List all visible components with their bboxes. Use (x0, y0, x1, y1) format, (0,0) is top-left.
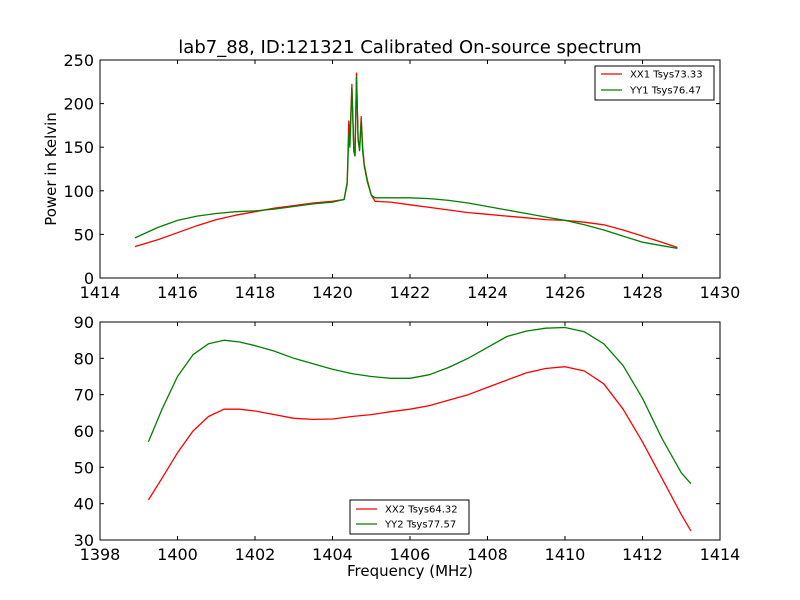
bottom-x-tick-label: 1398 (80, 545, 121, 564)
bottom-y-tick-label: 30 (74, 531, 94, 550)
bottom-y-tick-label: 50 (74, 458, 94, 477)
bottom-legend: XX2 Tsys64.32 YY2 Tsys77.57 (349, 499, 470, 535)
bottom-series-line-xx2 (147, 366, 692, 532)
bottom-panel: 1398 1400 1402 1404 1406 1408 1410 1412 1414 30 40… (74, 313, 741, 580)
top-x-tick-label: 1418 (235, 283, 276, 302)
top-y-tick-label: 150 (63, 138, 94, 157)
bottom-x-tick-label: 1410 (545, 545, 586, 564)
top-y-tick-label: 0 (84, 269, 94, 288)
top-legend: XX1 Tsys73.33 YY1 Tsys76.47 (594, 65, 715, 101)
top-x-tick-label: 1422 (390, 283, 431, 302)
top-y-tick-label: 200 (63, 95, 94, 114)
top-x-tick-label: 1426 (545, 283, 586, 302)
bottom-x-tick-label: 1400 (157, 545, 198, 564)
top-axis-ticks: 1414 1416 1418 1420 1422 1424 1426 1428 1430 0 50 1… (63, 51, 740, 302)
top-y-axis-label: Power in Kelvin (42, 112, 60, 226)
bottom-x-tick-label: 1404 (312, 545, 353, 564)
bottom-x-tick-label: 1412 (622, 545, 663, 564)
top-x-tick-label: 1428 (622, 283, 663, 302)
top-x-tick-label: 1414 (80, 283, 121, 302)
bottom-y-tick-label: 40 (74, 495, 94, 514)
bottom-x-tick-label: 1406 (390, 545, 431, 564)
top-y-tick-label: 250 (63, 51, 94, 70)
chart-title: lab7_88, ID:121321 Calibrated On-source … (178, 37, 641, 58)
bottom-x-axis-label: Frequency (MHz) (347, 562, 473, 580)
legend-label-yy1: YY1 Tsys76.47 (629, 86, 701, 97)
bottom-x-tick-label: 1408 (467, 545, 508, 564)
top-y-tick-label: 100 (63, 182, 94, 201)
legend-label-xx1: XX1 Tsys73.33 (630, 70, 703, 81)
legend-label-xx2: XX2 Tsys64.32 (385, 505, 458, 516)
legend-label-yy2: YY2 Tsys77.57 (384, 520, 456, 531)
bottom-y-tick-label: 90 (74, 313, 94, 332)
bottom-y-tick-label: 80 (74, 349, 94, 368)
bottom-y-tick-label: 70 (74, 386, 94, 405)
bottom-axis-ticks: 1398 1400 1402 1404 1406 1408 1410 1412 1414 30 40… (74, 313, 741, 564)
top-x-tick-label: 1420 (312, 283, 353, 302)
top-legend-box (594, 65, 715, 101)
bottom-x-tick-label: 1402 (235, 545, 276, 564)
top-y-tick-label: 50 (74, 225, 94, 244)
top-x-tick-label: 1416 (157, 283, 198, 302)
bottom-legend-box (349, 499, 470, 535)
bottom-y-tick-label: 60 (74, 422, 94, 441)
bottom-plot-area (147, 326, 692, 532)
bottom-series-line-yy2 (147, 326, 692, 485)
top-series-line-xx1 (134, 72, 678, 249)
top-plot-area (134, 72, 678, 250)
top-panel: lab7_88, ID:121321 Calibrated On-source … (42, 37, 740, 302)
bottom-x-tick-label: 1414 (700, 545, 741, 564)
top-x-tick-label: 1424 (467, 283, 508, 302)
top-series-line-yy1 (134, 76, 678, 250)
top-x-tick-label: 1430 (700, 283, 741, 302)
